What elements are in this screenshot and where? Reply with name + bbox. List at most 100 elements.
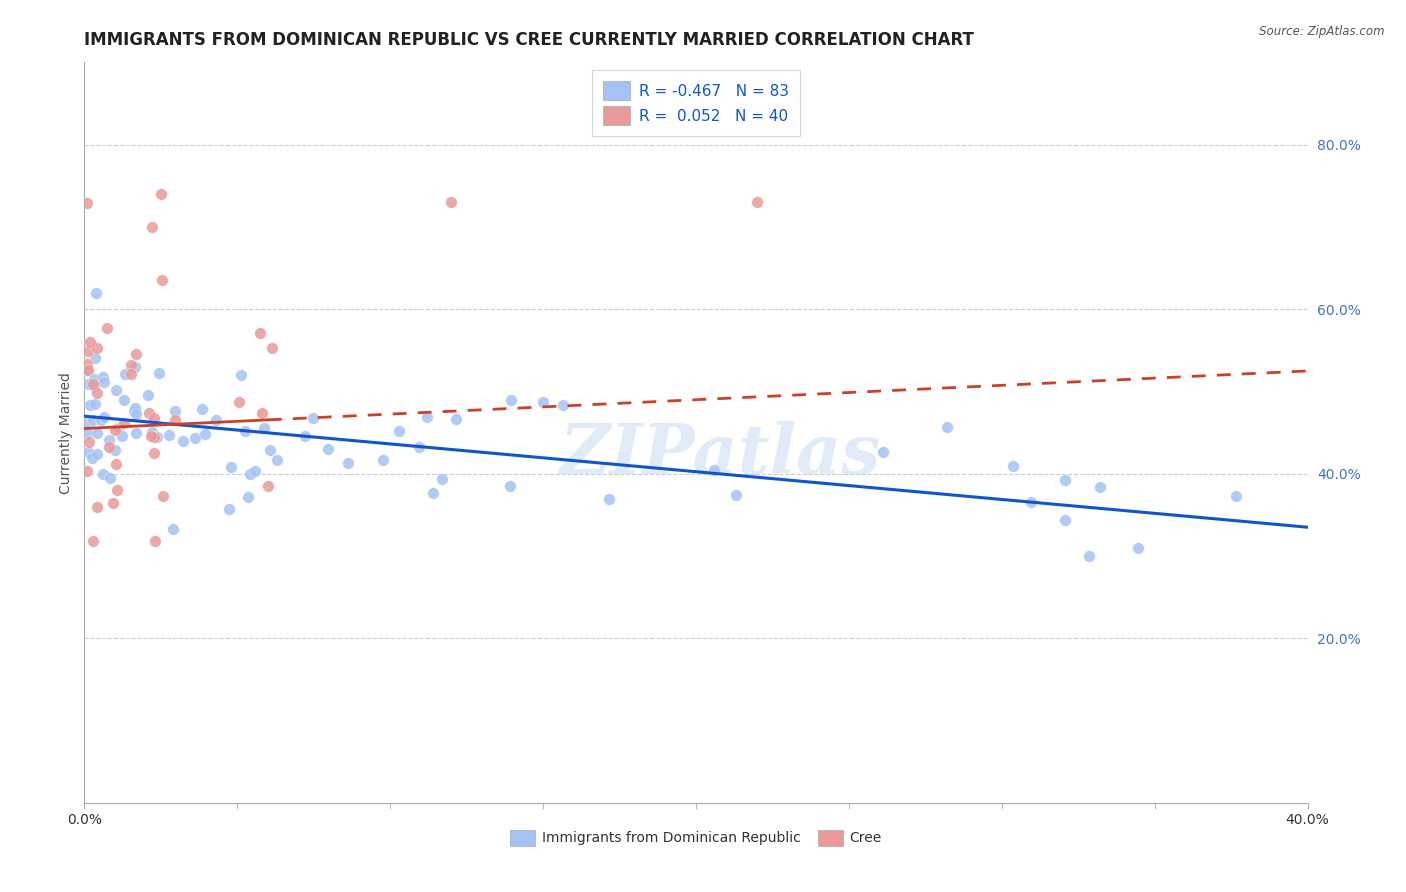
Point xyxy=(124,359,146,374)
Point xyxy=(93,369,115,384)
Point xyxy=(703,463,725,477)
Point xyxy=(422,486,444,500)
Point xyxy=(104,457,127,471)
Point xyxy=(143,446,166,460)
Point xyxy=(86,341,108,355)
Point xyxy=(120,359,142,373)
Point xyxy=(1054,473,1077,487)
Point xyxy=(142,410,165,425)
Point xyxy=(77,343,100,358)
Legend: Immigrants from Dominican Republic, Cree: Immigrants from Dominican Republic, Cree xyxy=(505,824,887,851)
Point xyxy=(86,386,108,401)
Point xyxy=(430,472,453,486)
Point xyxy=(553,398,575,412)
Text: IMMIGRANTS FROM DOMINICAN REPUBLIC VS CREE CURRENTLY MARRIED CORRELATION CHART: IMMIGRANTS FROM DOMINICAN REPUBLIC VS CR… xyxy=(84,31,974,49)
Point xyxy=(120,368,142,382)
Point xyxy=(82,413,104,427)
Point xyxy=(104,443,127,458)
Point xyxy=(194,426,217,441)
Point xyxy=(236,490,259,504)
Point xyxy=(90,413,112,427)
Point xyxy=(388,425,411,439)
Point xyxy=(1078,549,1101,563)
Point xyxy=(125,426,148,441)
Point xyxy=(935,420,957,434)
Point xyxy=(1002,458,1025,473)
Point xyxy=(250,405,273,419)
Point xyxy=(146,430,169,444)
Point xyxy=(499,479,522,493)
Point xyxy=(84,397,107,411)
Point xyxy=(172,434,194,448)
Point xyxy=(77,434,100,449)
Point xyxy=(86,500,108,515)
Point xyxy=(105,383,128,397)
Point xyxy=(408,440,430,454)
Point xyxy=(150,273,173,287)
Point xyxy=(101,496,124,510)
Point xyxy=(112,416,135,430)
Point xyxy=(260,341,283,355)
Point xyxy=(98,440,121,454)
Point xyxy=(111,429,134,443)
Point xyxy=(80,450,103,465)
Point xyxy=(93,410,115,425)
Point xyxy=(266,452,288,467)
Point xyxy=(184,431,207,445)
Point xyxy=(91,467,114,481)
Point xyxy=(83,371,105,385)
Point xyxy=(76,417,98,431)
Point xyxy=(218,502,240,516)
Point xyxy=(105,483,128,498)
Point xyxy=(76,358,98,372)
Point xyxy=(83,378,105,392)
Point xyxy=(233,425,256,439)
Point xyxy=(96,321,118,335)
Point xyxy=(79,335,101,350)
Point xyxy=(79,398,101,412)
Point xyxy=(1225,489,1247,503)
Point xyxy=(141,425,163,440)
Point xyxy=(98,470,121,484)
Point xyxy=(114,367,136,381)
Point xyxy=(256,479,278,493)
Point xyxy=(1088,480,1111,494)
Point xyxy=(205,412,228,426)
Point xyxy=(77,376,100,391)
Point xyxy=(84,285,107,300)
Point xyxy=(142,429,165,443)
Text: Source: ZipAtlas.com: Source: ZipAtlas.com xyxy=(1260,25,1385,38)
Point xyxy=(249,326,271,341)
Point xyxy=(1126,541,1149,555)
Point xyxy=(239,467,262,481)
Point xyxy=(371,453,394,467)
Point xyxy=(162,522,184,536)
Point xyxy=(104,423,127,437)
Point xyxy=(141,219,163,234)
Point xyxy=(228,395,250,409)
Point xyxy=(598,491,620,506)
Point xyxy=(139,428,162,442)
Point xyxy=(444,412,467,426)
Point xyxy=(124,401,146,416)
Point xyxy=(76,196,98,211)
Point xyxy=(98,433,121,447)
Point xyxy=(125,347,148,361)
Point xyxy=(122,403,145,417)
Point xyxy=(533,395,555,409)
Point xyxy=(76,445,98,459)
Point xyxy=(243,464,266,478)
Point xyxy=(229,368,252,382)
Point xyxy=(149,187,172,202)
Point xyxy=(107,420,129,434)
Text: ZIPatlas: ZIPatlas xyxy=(560,421,882,489)
Point xyxy=(1019,494,1042,508)
Point xyxy=(152,489,174,503)
Point xyxy=(301,411,323,425)
Point xyxy=(499,393,522,408)
Point xyxy=(157,428,180,442)
Point xyxy=(76,363,98,377)
Point xyxy=(125,407,148,421)
Point xyxy=(253,421,276,435)
Point xyxy=(259,443,281,458)
